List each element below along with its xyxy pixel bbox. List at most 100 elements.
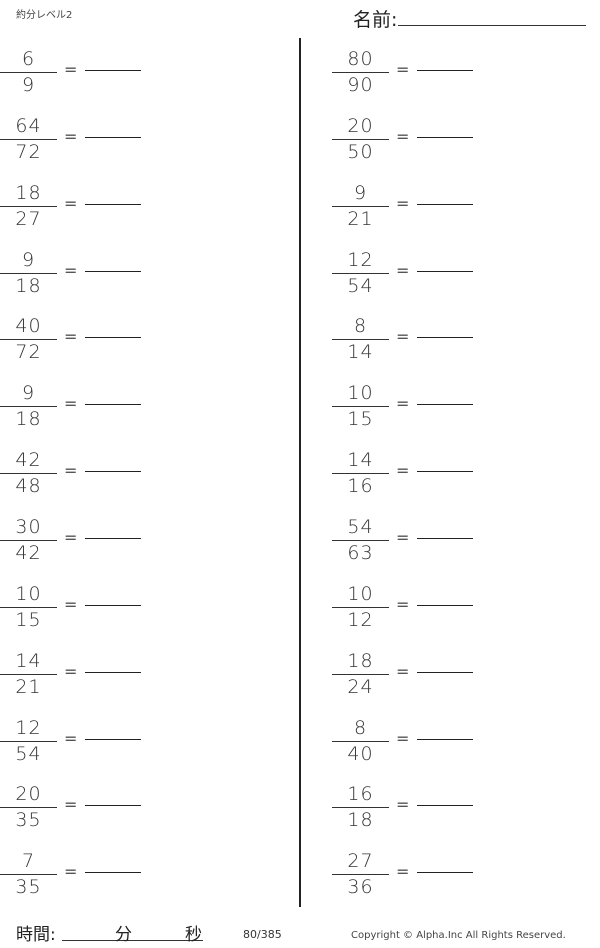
answer-line[interactable] (85, 471, 141, 473)
numerator: 9 (21, 382, 36, 405)
equals-sign: = (396, 126, 410, 146)
fraction-bar (332, 874, 389, 876)
numerator: 18 (15, 181, 42, 204)
numerator: 40 (15, 315, 42, 338)
fraction-problem: 27 36 = (332, 850, 492, 922)
fraction-bar (0, 740, 57, 742)
fraction-problem: 6 9 = (0, 48, 160, 120)
numerator: 20 (347, 114, 374, 137)
fraction-bar (332, 473, 389, 475)
denominator: 21 (15, 675, 42, 698)
answer-line[interactable] (417, 70, 473, 71)
answer-line[interactable] (417, 738, 473, 740)
equals-sign: = (64, 260, 78, 280)
denominator: 18 (15, 274, 42, 297)
page-number: 80/385 (243, 928, 282, 941)
denominator: 15 (347, 408, 374, 431)
answer-line[interactable] (85, 738, 141, 740)
name-label: 名前: (353, 9, 398, 31)
fraction-bar (332, 138, 389, 140)
denominator: 35 (15, 876, 42, 899)
answer-line[interactable] (417, 671, 473, 673)
fraction-bar (0, 874, 57, 876)
numerator: 8 (353, 315, 368, 338)
numerator: 10 (347, 582, 374, 605)
fraction-bar (0, 138, 57, 140)
denominator: 12 (347, 608, 374, 631)
equals-sign: = (64, 795, 78, 815)
answer-line[interactable] (85, 203, 141, 205)
denominator: 72 (15, 140, 42, 163)
answer-line[interactable] (85, 872, 141, 874)
copyright: Copyright © Alpha.Inc All Rights Reserve… (351, 930, 566, 941)
answer-line[interactable] (417, 537, 473, 539)
numerator: 80 (347, 48, 374, 70)
answer-line[interactable] (85, 805, 141, 807)
answer-line[interactable] (417, 604, 473, 606)
fraction-bar (0, 473, 57, 475)
answer-line[interactable] (85, 537, 141, 539)
answer-line[interactable] (85, 70, 141, 71)
denominator: 15 (15, 608, 42, 631)
denominator: 63 (347, 541, 374, 564)
answer-line[interactable] (417, 203, 473, 205)
equals-sign: = (64, 461, 78, 481)
equals-sign: = (64, 60, 78, 79)
denominator: 14 (347, 341, 374, 364)
answer-line[interactable] (417, 471, 473, 473)
answer-line[interactable] (417, 805, 473, 807)
fraction-bar (332, 406, 389, 408)
fraction-problem: 8 14 = (332, 315, 492, 387)
denominator: 72 (15, 341, 42, 364)
answer-line[interactable] (417, 337, 473, 339)
fraction-bar (0, 72, 57, 73)
answer-line[interactable] (85, 136, 141, 138)
fraction-problem: 8 40 = (332, 717, 492, 789)
denominator: 35 (15, 809, 42, 832)
denominator: 54 (347, 274, 374, 297)
fraction-bar (0, 205, 57, 207)
fraction-problem: 10 12 = (332, 583, 492, 655)
fraction-bar (0, 673, 57, 675)
answer-line[interactable] (417, 404, 473, 406)
worksheet-title: 約分レベル2 (16, 10, 73, 21)
fraction-bar (332, 339, 389, 341)
equals-sign: = (396, 594, 410, 614)
numerator: 10 (15, 582, 42, 605)
numerator: 10 (347, 382, 374, 405)
answer-line[interactable] (417, 872, 473, 874)
fraction-problem: 20 50 = (332, 115, 492, 187)
name-field-line[interactable] (398, 25, 586, 26)
denominator: 27 (15, 207, 42, 230)
answer-line[interactable] (85, 337, 141, 339)
equals-sign: = (396, 60, 410, 79)
equals-sign: = (396, 795, 410, 815)
time-field-line[interactable] (62, 940, 203, 941)
denominator: 24 (347, 675, 374, 698)
denominator: 18 (347, 809, 374, 832)
numerator: 20 (15, 783, 42, 806)
answer-line[interactable] (85, 404, 141, 406)
fraction-problem: 14 16 = (332, 449, 492, 521)
fraction-problem: 54 63 = (332, 516, 492, 588)
equals-sign: = (396, 728, 410, 748)
answer-line[interactable] (85, 270, 141, 272)
answer-line[interactable] (85, 671, 141, 673)
answer-line[interactable] (85, 604, 141, 606)
fraction-problem: 20 35 = (0, 783, 160, 855)
answer-line[interactable] (417, 136, 473, 138)
fraction-problem: 9 18 = (0, 382, 160, 454)
fraction-problem: 9 18 = (0, 249, 160, 321)
equals-sign: = (64, 661, 78, 681)
denominator: 16 (347, 475, 374, 498)
equals-sign: = (64, 327, 78, 347)
numerator: 6 (21, 48, 36, 70)
fraction-bar (0, 339, 57, 341)
numerator: 16 (347, 783, 374, 806)
numerator: 27 (347, 850, 374, 873)
equals-sign: = (64, 728, 78, 748)
equals-sign: = (396, 327, 410, 347)
answer-line[interactable] (417, 270, 473, 272)
numerator: 9 (353, 181, 368, 204)
fraction-problem: 10 15 = (0, 583, 160, 655)
